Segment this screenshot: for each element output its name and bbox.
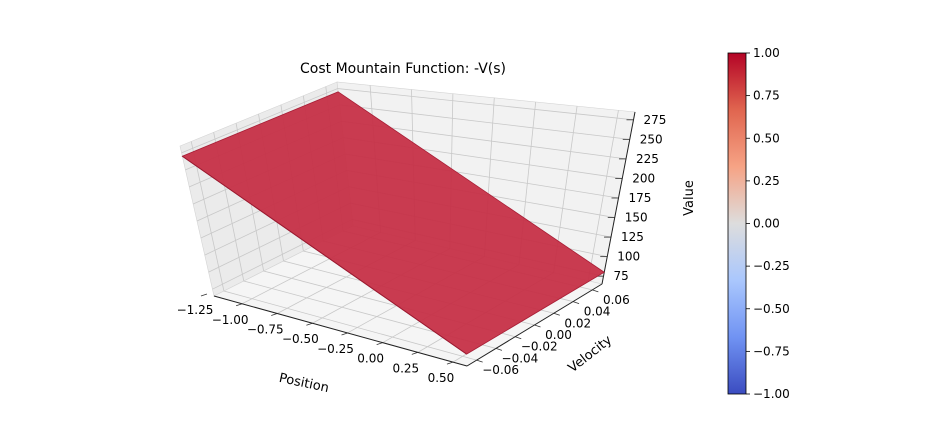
y-tick-mark — [592, 289, 599, 293]
y-tick-mark — [495, 348, 503, 351]
x-tick-mark — [200, 293, 208, 297]
x-axis-line — [213, 295, 468, 367]
x-tick-mark — [271, 313, 278, 316]
x-tick-label: 0.50 — [428, 371, 455, 385]
surface-edge — [182, 155, 467, 355]
x-tick-label: −0.75 — [247, 323, 284, 337]
colorbar-tick-label: 0.25 — [753, 174, 780, 188]
z-tick-label: 275 — [644, 113, 667, 127]
x-tick-label: −0.50 — [282, 332, 319, 346]
y-tick-mark — [572, 301, 580, 304]
z-tick-label: 200 — [632, 171, 655, 185]
colorbar-tick-label: −0.50 — [753, 302, 790, 316]
z-tick-label: 125 — [621, 230, 644, 244]
y-tick-label: 0.06 — [603, 293, 630, 307]
y-tick-mark — [553, 312, 560, 316]
y-axis-label: Velocity — [566, 333, 616, 376]
y-tick-mark — [476, 359, 483, 363]
z-tick-label: 175 — [629, 191, 652, 205]
z-gridline — [181, 88, 634, 154]
z-tick-label: 75 — [614, 269, 629, 283]
x-tick-mark — [446, 361, 454, 365]
x-tick-label: −0.25 — [317, 342, 354, 356]
z-axis-label: Value — [682, 180, 697, 216]
z-tick-label: 150 — [625, 211, 648, 225]
x-axis-label: Position — [278, 371, 331, 396]
colorbar-tick-label: −1.00 — [753, 387, 790, 401]
colorbar-tick-label: 1.00 — [753, 46, 780, 60]
chart-title: Cost Mountain Function: -V(s) — [300, 61, 506, 77]
colorbar-tick-label: 0.50 — [753, 131, 780, 145]
x-tick-mark — [341, 332, 348, 336]
x-tick-label: −1.00 — [212, 313, 249, 327]
y-gridline — [190, 141, 477, 361]
y-tick-label: 0.02 — [564, 316, 591, 330]
y-tick-label: −0.06 — [482, 363, 519, 377]
y-tick-mark — [534, 324, 541, 328]
y-tick-label: 0.04 — [584, 305, 611, 319]
x-tick-label: −1.25 — [177, 303, 214, 317]
colorbar-tick-label: 0.75 — [753, 89, 780, 103]
x-tick-label: 0.25 — [392, 361, 419, 375]
z-tick-label: 100 — [617, 250, 640, 264]
x-tick-label: 0.00 — [357, 352, 384, 366]
axes-3d: −1.25−1.00−0.75−0.50−0.250.000.250.50−0.… — [177, 81, 667, 385]
z-tick-label: 250 — [640, 132, 663, 146]
x-tick-mark — [376, 342, 383, 346]
colorbar-tick-label: −0.25 — [753, 259, 790, 273]
z-tick-label: 225 — [636, 152, 659, 166]
y-axis-line — [466, 283, 603, 367]
colorbar-gradient — [727, 52, 747, 395]
colorbar-tick-label: −0.75 — [753, 344, 790, 358]
z-axis-line — [601, 111, 636, 285]
colorbar-tick-label: 0.00 — [753, 217, 780, 231]
colorbar: −1.00 −0.75 −0.50 −0.25 0.00 0.25 0.50 0.75 1.00 — [727, 46, 790, 401]
x-tick-mark — [235, 303, 243, 307]
y-tick-label: 0.00 — [545, 328, 572, 342]
x-tick-mark — [411, 352, 418, 355]
y-tick-label: −0.04 — [502, 351, 539, 365]
y-tick-mark — [515, 336, 522, 340]
x-tick-mark — [306, 322, 313, 326]
y-tick-label: −0.02 — [521, 340, 558, 354]
